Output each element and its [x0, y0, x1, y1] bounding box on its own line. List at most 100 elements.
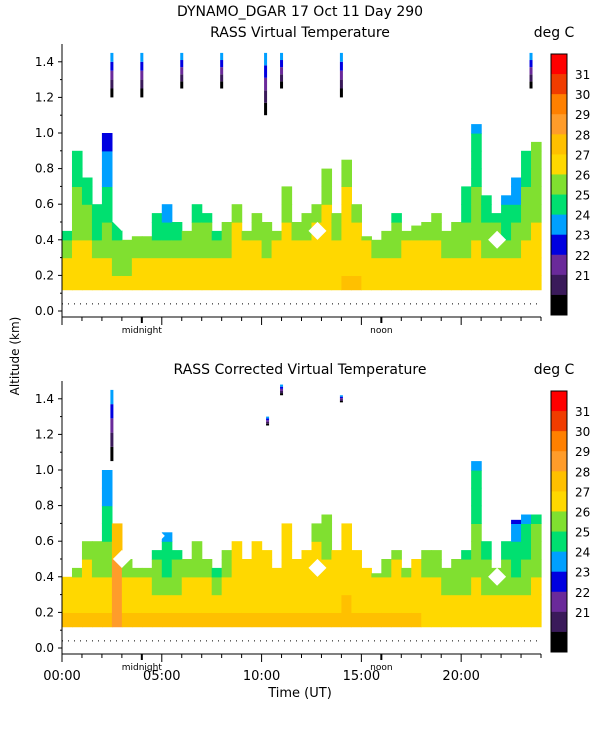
y-tick-label: 0.0: [35, 304, 54, 318]
data-cell: [181, 612, 193, 628]
data-cell: [301, 257, 313, 276]
y-tick-label: 0.2: [35, 605, 54, 619]
data-cell: [391, 576, 402, 596]
data-gap: [308, 221, 327, 240]
colorbar-label: 28: [575, 465, 590, 479]
upper-streak: [110, 61, 114, 71]
data-cell: [491, 612, 502, 628]
data-cell: [141, 275, 153, 291]
colorbar-frame: [550, 390, 568, 653]
data-cell: [71, 150, 83, 170]
data-cell: [211, 567, 223, 578]
colorbar-label: 31: [575, 405, 590, 419]
data-cell: [231, 204, 243, 223]
data-cell: [301, 213, 313, 223]
y-tick-label: 0.0: [35, 641, 54, 655]
data-cell: [221, 550, 233, 560]
data-cell: [411, 275, 422, 291]
upper-streak: [264, 65, 268, 78]
colorbar-label: 22: [575, 586, 590, 600]
data-cell: [501, 559, 512, 578]
data-cell: [171, 239, 183, 259]
upper-streak: [220, 81, 224, 89]
data-cell: [271, 567, 283, 578]
data-cell: [421, 594, 432, 613]
data-cell: [281, 523, 293, 542]
data-cell: [221, 594, 233, 613]
colorbar-label: 31: [575, 68, 590, 82]
data-cell: [121, 576, 133, 596]
upper-streak: [339, 70, 343, 80]
data-cell: [251, 275, 263, 291]
upper-streak: [140, 61, 144, 71]
data-cell: [251, 257, 263, 276]
upper-streak: [339, 395, 343, 397]
colorbar-label: 29: [575, 108, 590, 122]
data-cell: [451, 275, 462, 291]
panel-2: RASS Corrected Virtual Temperature deg C 0…: [35, 362, 590, 673]
upper-streak: [220, 74, 224, 82]
data-cell: [321, 559, 333, 578]
data-cell: [261, 239, 273, 259]
data-cell: [431, 222, 442, 241]
data-cell: [521, 594, 532, 613]
data-cell: [81, 576, 93, 596]
data-cell: [151, 576, 163, 596]
data-cell: [341, 541, 352, 560]
data-cell: [331, 257, 343, 276]
colorbar-swatch: [551, 591, 567, 613]
data-cell: [511, 239, 522, 259]
data-cell: [391, 213, 402, 223]
upper-streak: [339, 396, 343, 399]
data-cell: [81, 275, 93, 291]
data-cell: [311, 239, 323, 259]
data-cell: [321, 239, 333, 259]
data-cell: [271, 239, 283, 259]
data-cell: [301, 559, 313, 578]
data-cell: [371, 257, 382, 276]
upper-streak: [529, 81, 533, 89]
data-cell: [101, 487, 113, 507]
data-cell: [71, 222, 83, 241]
data-cell: [281, 275, 293, 291]
colorbar-swatch: [551, 214, 567, 236]
data-cell: [341, 222, 352, 241]
data-cell: [311, 257, 323, 276]
data-cell: [311, 204, 323, 223]
data-cell: [301, 594, 313, 613]
data-cell: [381, 239, 392, 259]
y-tick-label: 1.2: [35, 427, 54, 441]
data-cell: [371, 573, 382, 578]
data-cell: [511, 523, 522, 542]
data-cell: [361, 612, 372, 628]
data-cell: [421, 275, 432, 291]
data-cell: [111, 594, 123, 613]
data-cell: [281, 576, 293, 596]
data-cell: [161, 541, 173, 560]
data-cell: [181, 275, 193, 291]
data-cell: [471, 239, 482, 259]
data-cell: [331, 222, 343, 241]
data-cell: [341, 576, 352, 596]
colorbar-swatch: [551, 94, 567, 115]
colorbar-swatch: [551, 134, 567, 155]
data-cell: [71, 576, 83, 596]
upper-streak: [266, 423, 270, 426]
data-cell: [471, 523, 482, 542]
colorbar-label: 23: [575, 566, 590, 580]
upper-streak: [110, 418, 114, 433]
upper-streak: [140, 70, 144, 80]
upper-streak: [339, 79, 343, 89]
data-cell: [531, 257, 542, 276]
data-cell: [271, 230, 283, 241]
colorbar-label: 29: [575, 445, 590, 459]
upper-streak: [264, 52, 268, 66]
data-cell: [391, 550, 402, 560]
colorbar-swatch: [551, 611, 567, 633]
data-cell: [421, 576, 432, 596]
data-cell: [251, 541, 263, 560]
data-cell: [161, 532, 173, 542]
data-cell: [501, 239, 512, 259]
data-cell: [511, 186, 522, 205]
